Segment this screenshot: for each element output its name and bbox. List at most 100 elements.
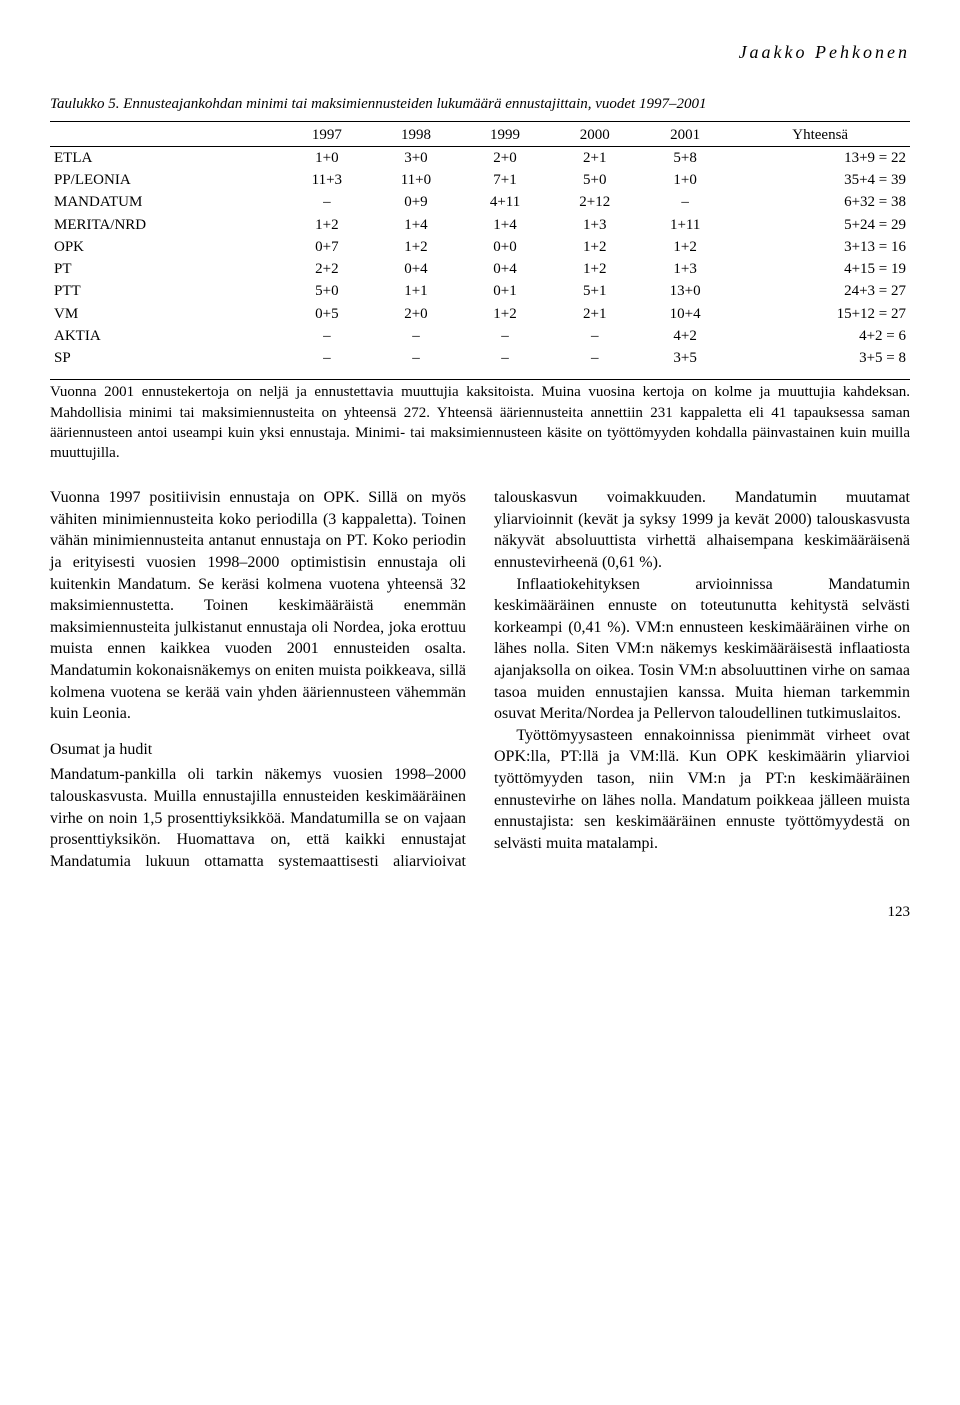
- table-row: PTT5+01+10+15+113+024+3 = 27: [50, 280, 910, 302]
- table-row: VM0+52+01+22+110+415+12 = 27: [50, 303, 910, 325]
- cell: 1+2: [550, 258, 640, 280]
- cell: 1+4: [460, 214, 549, 236]
- cell: 2+1: [550, 303, 640, 325]
- cell: 7+1: [460, 169, 549, 191]
- cell: –: [640, 191, 730, 213]
- cell: 4+15 = 19: [730, 258, 910, 280]
- cell: 1+2: [371, 236, 460, 258]
- row-label: OPK: [50, 236, 282, 258]
- row-label: MERITA/NRD: [50, 214, 282, 236]
- cell: 0+4: [371, 258, 460, 280]
- cell: 5+0: [282, 280, 371, 302]
- col-blank: [50, 124, 282, 147]
- cell: 1+2: [460, 303, 549, 325]
- cell: 5+24 = 29: [730, 214, 910, 236]
- cell: 1+11: [640, 214, 730, 236]
- cell: 24+3 = 27: [730, 280, 910, 302]
- cell: 2+2: [282, 258, 371, 280]
- cell: 4+2 = 6: [730, 325, 910, 347]
- body-p3: Inflaatiokehityksen arvioinnissa Mandatu…: [494, 574, 910, 725]
- cell: 1+4: [371, 214, 460, 236]
- row-label: PTT: [50, 280, 282, 302]
- cell: 5+8: [640, 146, 730, 169]
- cell: 1+2: [640, 236, 730, 258]
- col-1997: 1997: [282, 124, 371, 147]
- cell: 13+9 = 22: [730, 146, 910, 169]
- cell: 13+0: [640, 280, 730, 302]
- cell: 15+12 = 27: [730, 303, 910, 325]
- cell: 1+3: [550, 214, 640, 236]
- cell: 11+3: [282, 169, 371, 191]
- table-row: SP––––3+53+5 = 8: [50, 347, 910, 369]
- cell: 11+0: [371, 169, 460, 191]
- cell: 6+32 = 38: [730, 191, 910, 213]
- cell: –: [282, 191, 371, 213]
- body-columns: Vuonna 1997 positiivisin ennustaja on OP…: [50, 487, 910, 872]
- cell: –: [371, 347, 460, 369]
- cell: 35+4 = 39: [730, 169, 910, 191]
- cell: 2+12: [550, 191, 640, 213]
- cell: 0+0: [460, 236, 549, 258]
- table-row: PP/LEONIA11+311+07+15+01+035+4 = 39: [50, 169, 910, 191]
- cell: 5+1: [550, 280, 640, 302]
- cell: 2+1: [550, 146, 640, 169]
- body-p4: Työttömyysasteen ennakoinnissa pienimmät…: [494, 725, 910, 855]
- cell: 5+0: [550, 169, 640, 191]
- cell: –: [550, 325, 640, 347]
- cell: 0+1: [460, 280, 549, 302]
- row-label: PT: [50, 258, 282, 280]
- cell: 0+5: [282, 303, 371, 325]
- cell: –: [460, 347, 549, 369]
- cell: 3+0: [371, 146, 460, 169]
- cell: 4+2: [640, 325, 730, 347]
- author-name: Jaakko Pehkonen: [50, 40, 910, 64]
- cell: –: [371, 325, 460, 347]
- row-label: PP/LEONIA: [50, 169, 282, 191]
- cell: 2+0: [371, 303, 460, 325]
- cell: 0+9: [371, 191, 460, 213]
- col-2000: 2000: [550, 124, 640, 147]
- table-header-row: 1997 1998 1999 2000 2001 Yhteensä: [50, 124, 910, 147]
- cell: 4+11: [460, 191, 549, 213]
- cell: 1+2: [550, 236, 640, 258]
- row-label: MANDATUM: [50, 191, 282, 213]
- body-p1: Vuonna 1997 positiivisin ennustaja on OP…: [50, 487, 466, 725]
- col-1998: 1998: [371, 124, 460, 147]
- cell: 1+3: [640, 258, 730, 280]
- cell: 10+4: [640, 303, 730, 325]
- col-1999: 1999: [460, 124, 549, 147]
- row-label: AKTIA: [50, 325, 282, 347]
- table-row: MANDATUM–0+94+112+12–6+32 = 38: [50, 191, 910, 213]
- cell: –: [460, 325, 549, 347]
- table-row: MERITA/NRD1+21+41+41+31+115+24 = 29: [50, 214, 910, 236]
- page-number: 123: [50, 902, 910, 922]
- row-label: SP: [50, 347, 282, 369]
- table-row: AKTIA––––4+24+2 = 6: [50, 325, 910, 347]
- table-note: Vuonna 2001 ennustekertoja on neljä ja e…: [50, 382, 910, 463]
- cell: 3+13 = 16: [730, 236, 910, 258]
- cell: 2+0: [460, 146, 549, 169]
- cell: 1+0: [282, 146, 371, 169]
- cell: 3+5: [640, 347, 730, 369]
- col-total: Yhteensä: [730, 124, 910, 147]
- col-2001: 2001: [640, 124, 730, 147]
- cell: –: [282, 325, 371, 347]
- row-label: ETLA: [50, 146, 282, 169]
- row-label: VM: [50, 303, 282, 325]
- cell: 0+4: [460, 258, 549, 280]
- cell: 3+5 = 8: [730, 347, 910, 369]
- cell: 0+7: [282, 236, 371, 258]
- cell: –: [282, 347, 371, 369]
- table-row: ETLA1+03+02+02+15+813+9 = 22: [50, 146, 910, 169]
- cell: 1+1: [371, 280, 460, 302]
- table-row: PT2+20+40+41+21+34+15 = 19: [50, 258, 910, 280]
- cell: –: [550, 347, 640, 369]
- cell: 1+2: [282, 214, 371, 236]
- table-title: Taulukko 5. Ennusteajankohdan minimi tai…: [50, 94, 910, 114]
- subhead-osumat: Osumat ja hudit: [50, 739, 466, 761]
- cell: 1+0: [640, 169, 730, 191]
- table-rule-top: [50, 121, 910, 122]
- table-rule-bottom: [50, 379, 910, 380]
- forecast-table: 1997 1998 1999 2000 2001 Yhteensä ETLA1+…: [50, 124, 910, 370]
- table-row: OPK0+71+20+01+21+23+13 = 16: [50, 236, 910, 258]
